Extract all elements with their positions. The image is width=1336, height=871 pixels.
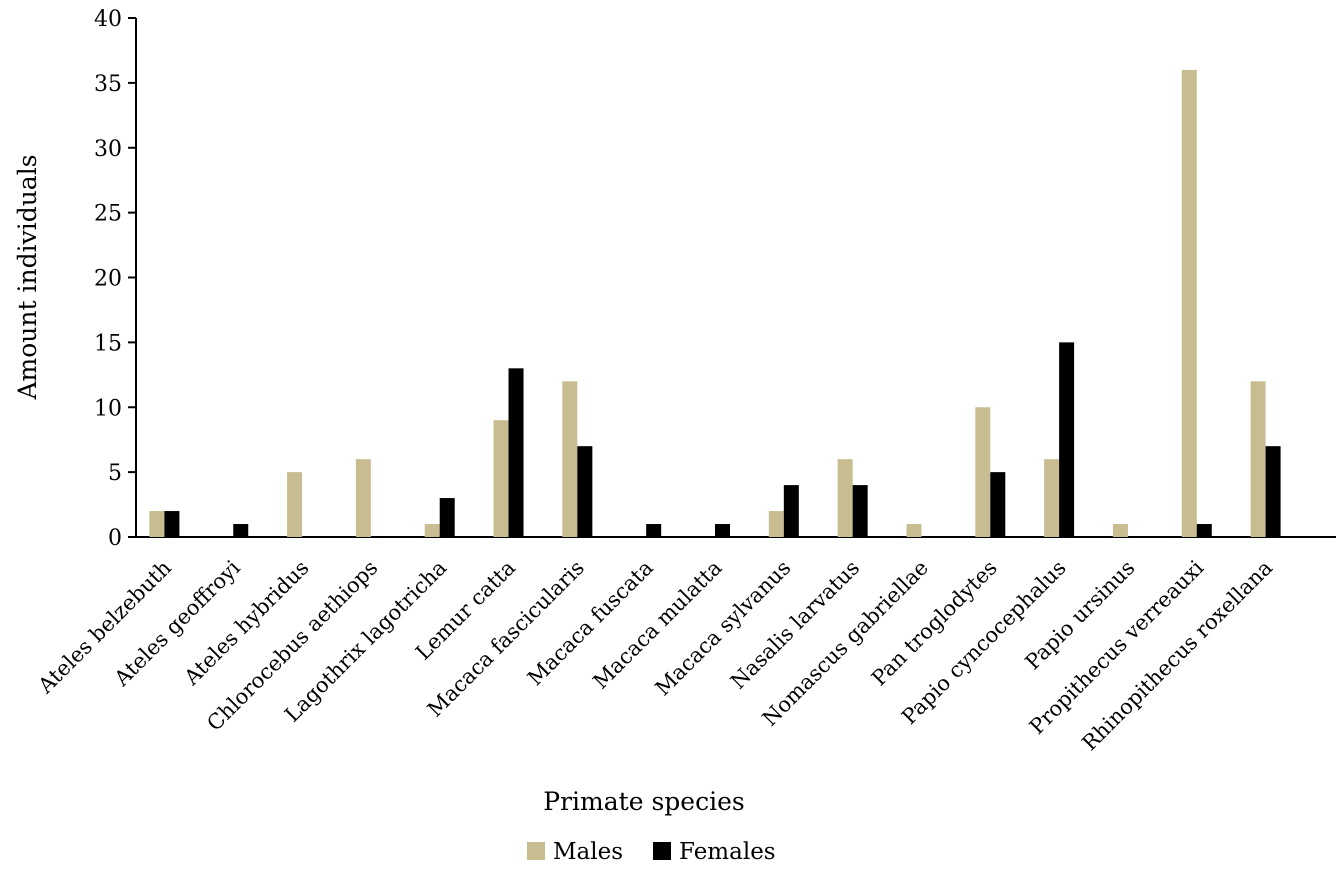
y-tick-label: 10 bbox=[94, 396, 122, 421]
y-tick-label: 40 bbox=[94, 7, 122, 32]
y-tick-label: 15 bbox=[94, 331, 122, 356]
bar-females-7 bbox=[646, 524, 662, 537]
bar-males-13 bbox=[1044, 459, 1060, 537]
x-tick-label: Pan troglodytes bbox=[867, 556, 1002, 691]
y-tick-label: 30 bbox=[94, 137, 122, 162]
x-tick-label: Ateles hybridus bbox=[179, 556, 314, 691]
legend-label-females: Females bbox=[679, 839, 776, 865]
legend: Males Females bbox=[527, 839, 776, 865]
x-tick-label: Ateles geoffroyi bbox=[109, 555, 245, 691]
y-tick-label: 35 bbox=[94, 72, 122, 97]
bar-males-4 bbox=[424, 524, 440, 537]
bar-males-15 bbox=[1181, 69, 1197, 538]
bar-males-9 bbox=[768, 511, 784, 537]
bar-females-9 bbox=[783, 485, 799, 537]
legend-label-males: Males bbox=[553, 839, 623, 865]
bar-males-16 bbox=[1250, 381, 1266, 537]
bar-males-6 bbox=[562, 381, 578, 537]
bar-females-10 bbox=[852, 485, 868, 537]
bar-females-12 bbox=[990, 472, 1006, 537]
bar-females-6 bbox=[577, 446, 593, 537]
bar-females-1 bbox=[233, 524, 249, 537]
y-tick-label: 0 bbox=[108, 526, 122, 551]
bar-males-11 bbox=[906, 524, 922, 537]
legend-swatch-females bbox=[653, 842, 671, 860]
x-tick-label: Nasalis larvatus bbox=[726, 556, 864, 694]
x-tick-label: Macaca fuscata bbox=[523, 556, 658, 691]
bar-males-0 bbox=[149, 511, 165, 537]
x-tick-label: Ateles belzebuth bbox=[33, 556, 176, 699]
bar-males-10 bbox=[837, 459, 853, 537]
x-axis-title: Primate species bbox=[543, 787, 744, 816]
x-tick-label: Macaca mulatta bbox=[588, 556, 726, 694]
bar-females-8 bbox=[715, 524, 730, 537]
bar-males-12 bbox=[975, 407, 991, 537]
bar-females-4 bbox=[439, 498, 455, 537]
bar-females-0 bbox=[164, 511, 180, 537]
y-tick-label: 25 bbox=[94, 202, 122, 227]
bar-females-13 bbox=[1059, 342, 1075, 537]
bar-males-5 bbox=[493, 420, 509, 537]
bar-males-2 bbox=[287, 472, 303, 537]
y-tick-label: 20 bbox=[94, 267, 122, 292]
bars bbox=[149, 69, 1281, 538]
bar-males-3 bbox=[355, 459, 371, 537]
y-tick-label: 5 bbox=[108, 461, 122, 486]
bar-females-5 bbox=[508, 368, 524, 537]
legend-swatch-males bbox=[527, 842, 545, 860]
bar-males-14 bbox=[1112, 524, 1128, 537]
bar-females-15 bbox=[1196, 524, 1212, 537]
y-axis-title: Amount individuals bbox=[13, 154, 42, 400]
bar-females-16 bbox=[1265, 446, 1281, 537]
axes: 0 5 10 15 20 25 30 35 40 bbox=[94, 7, 1336, 551]
